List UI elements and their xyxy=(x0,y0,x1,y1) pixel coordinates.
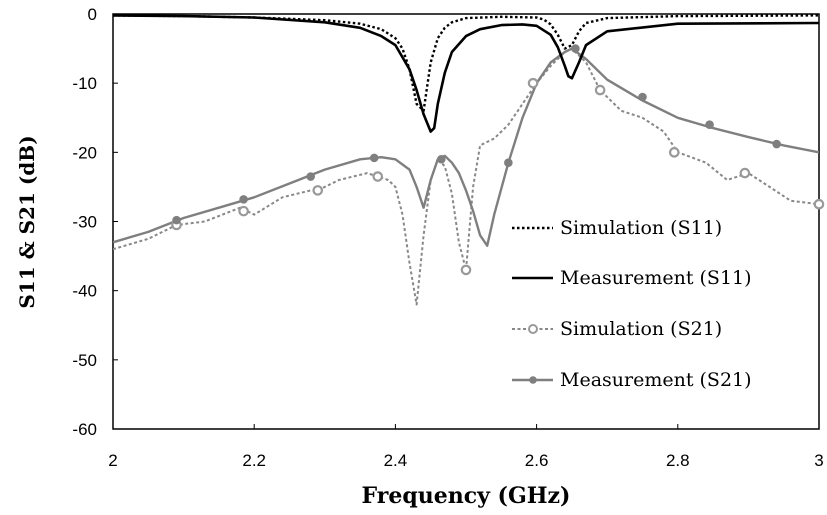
legend-marker-simulation-s21 xyxy=(528,324,538,334)
x-axis-title: Frequency (GHz) xyxy=(362,483,571,509)
ticks-layer: 2 2.2 2.4 2.6 2.8 3 0 -10 -20 -30 -40 -50 -60 xyxy=(72,5,823,470)
series-line-simulation-s21 xyxy=(113,47,819,306)
y-tick-label: 0 xyxy=(88,5,97,24)
marker-measurement-s21 xyxy=(239,195,248,204)
x-tick-label: 2.6 xyxy=(525,451,549,470)
legend-label-simulation-s11: Simulation (S11) xyxy=(560,217,722,239)
marker-measurement-s21 xyxy=(705,120,714,129)
marker-measurement-s21 xyxy=(571,44,580,53)
marker-measurement-s21 xyxy=(772,139,781,149)
x-tick-label: 2 xyxy=(108,451,117,470)
legend-label-simulation-s21: Simulation (S21) xyxy=(560,318,722,340)
marker-simulation-s21 xyxy=(460,264,472,276)
series-line-measurement-s21 xyxy=(113,47,819,247)
legend-marker-measurement-s21 xyxy=(529,376,537,384)
marker-simulation-s21 xyxy=(594,84,606,96)
x-tick-label: 2.8 xyxy=(666,451,690,470)
y-tick-label: -60 xyxy=(72,420,97,439)
legend-item-simulation-s21: Simulation (S21) xyxy=(512,318,722,340)
x-tick-label: 2.2 xyxy=(242,451,266,470)
marker-simulation-s21 xyxy=(739,167,751,179)
marker-measurement-s21 xyxy=(504,158,513,168)
y-tick-label: -30 xyxy=(72,213,97,232)
marker-measurement-s21 xyxy=(369,153,379,163)
marker-simulation-s21 xyxy=(312,185,324,196)
marker-simulation-s21 xyxy=(238,205,249,217)
marker-measurement-s21 xyxy=(638,92,647,102)
y-tick-label: -20 xyxy=(72,143,97,162)
legend-label-measurement-s11: Measurement (S11) xyxy=(560,267,752,289)
marker-simulation-s21 xyxy=(372,171,384,182)
series-line-measurement-s11 xyxy=(113,14,819,133)
marker-measurement-s21 xyxy=(306,172,315,181)
y-tick-label: -50 xyxy=(72,351,97,370)
marker-simulation-s21 xyxy=(527,77,539,89)
marker-simulation-s21 xyxy=(668,147,680,158)
legend: Simulation (S11) Measurement (S11) Simulat… xyxy=(512,217,752,391)
marker-layer xyxy=(171,44,825,276)
y-axis-title: S11 & S21 (dB) xyxy=(15,135,39,308)
y-tick-label: -10 xyxy=(72,74,97,93)
x-tick-label: 3 xyxy=(814,451,823,470)
legend-item-simulation-s11: Simulation (S11) xyxy=(512,217,722,239)
marker-measurement-s21 xyxy=(436,154,446,164)
series-layer xyxy=(113,14,819,306)
y-tick-label: -40 xyxy=(72,282,97,301)
series-line-simulation-s11 xyxy=(113,14,819,112)
marker-simulation-s21 xyxy=(813,198,825,210)
legend-item-measurement-s11: Measurement (S11) xyxy=(512,267,752,289)
x-tick-label: 2.4 xyxy=(384,451,408,470)
marker-measurement-s21 xyxy=(172,215,181,225)
legend-label-measurement-s21: Measurement (S21) xyxy=(560,369,752,391)
legend-item-measurement-s21: Measurement (S21) xyxy=(512,369,752,391)
